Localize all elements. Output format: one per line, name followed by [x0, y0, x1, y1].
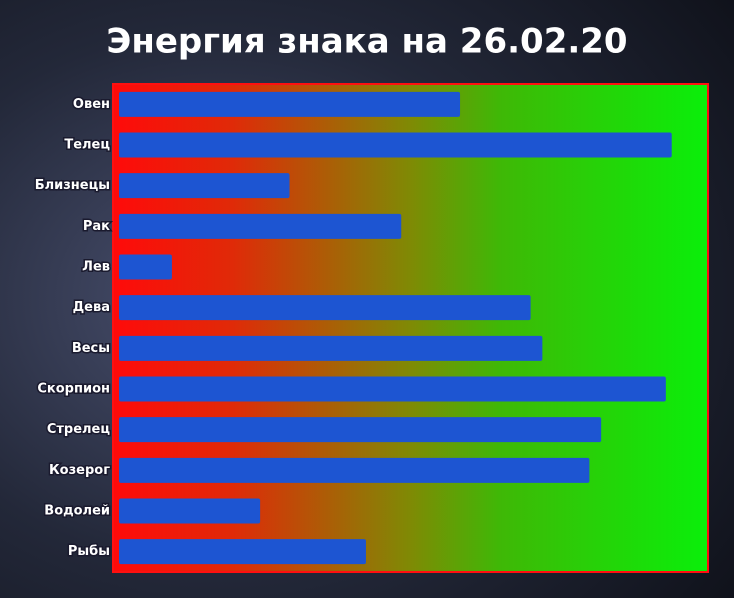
bar — [119, 295, 531, 321]
chart-title: Энергия знака на 26.02.20 — [106, 22, 627, 62]
bar — [119, 213, 402, 239]
bar — [119, 254, 172, 280]
y-tick-label: Козерог — [49, 463, 110, 478]
bar — [119, 539, 366, 565]
bar — [119, 417, 602, 443]
y-tick-label: Весы — [72, 341, 110, 356]
plot-area — [112, 83, 709, 573]
y-tick-label: Овен — [73, 97, 110, 112]
y-tick-label: Близнецы — [35, 178, 110, 193]
bar — [119, 335, 543, 361]
bar — [119, 173, 290, 199]
y-tick-label: Рыбы — [68, 544, 110, 559]
bar — [119, 498, 261, 524]
bar — [119, 376, 666, 402]
y-tick-label: Стрелец — [47, 422, 111, 437]
y-tick-label: Телец — [64, 138, 110, 153]
y-tick-label: Лев — [82, 260, 110, 275]
bar — [119, 132, 672, 158]
y-tick-label: Рак — [83, 219, 110, 234]
y-tick-label: Водолей — [44, 504, 110, 519]
y-tick-label: Дева — [73, 300, 110, 315]
bar — [119, 91, 461, 117]
bar — [119, 457, 590, 483]
y-tick-label: Скорпион — [37, 382, 110, 397]
